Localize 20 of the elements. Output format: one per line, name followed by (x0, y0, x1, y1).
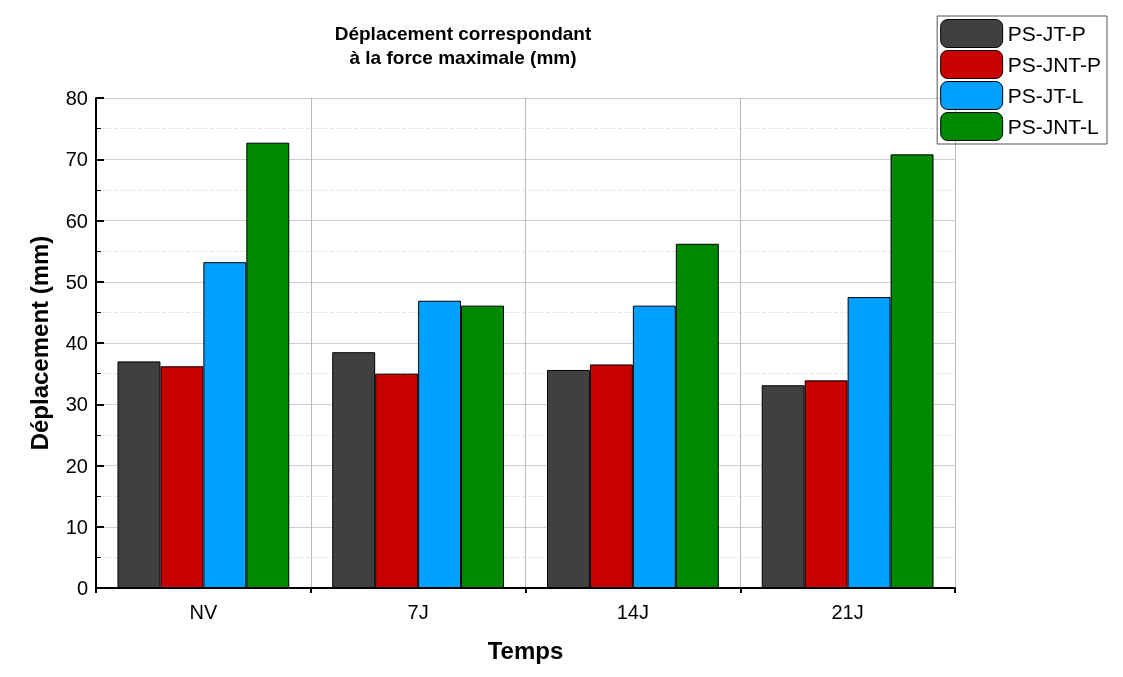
x-tick-label: NV (189, 601, 218, 623)
y-tick-label: 0 (76, 577, 88, 599)
legend-label: PS-JT-L (1007, 84, 1084, 107)
y-tick-label: 40 (65, 332, 88, 354)
x-tick-label: 21J (831, 601, 864, 623)
y-tick-label: 80 (65, 87, 88, 109)
legend-label: PS-JNT-L (1007, 115, 1099, 138)
y-tick-label: 10 (65, 515, 88, 538)
x-tick-label: 7J (407, 601, 429, 623)
legend-label: PS-JNT-P (1007, 53, 1101, 76)
x-axis-title: Temps (487, 636, 564, 664)
y-tick-label: 70 (65, 148, 88, 171)
chart-title: Déplacement correspondant à la force maximale (mm) (334, 22, 592, 68)
y-axis-title: Déplacement (mm) (25, 235, 53, 451)
y-tick-label: 20 (65, 454, 88, 477)
y-tick-label: 30 (65, 393, 88, 416)
y-tick-label: 60 (65, 209, 88, 232)
y-tick-label: 50 (65, 270, 88, 293)
x-tick-label: 14J (616, 601, 649, 623)
legend-label: PS-JT-P (1007, 22, 1086, 45)
